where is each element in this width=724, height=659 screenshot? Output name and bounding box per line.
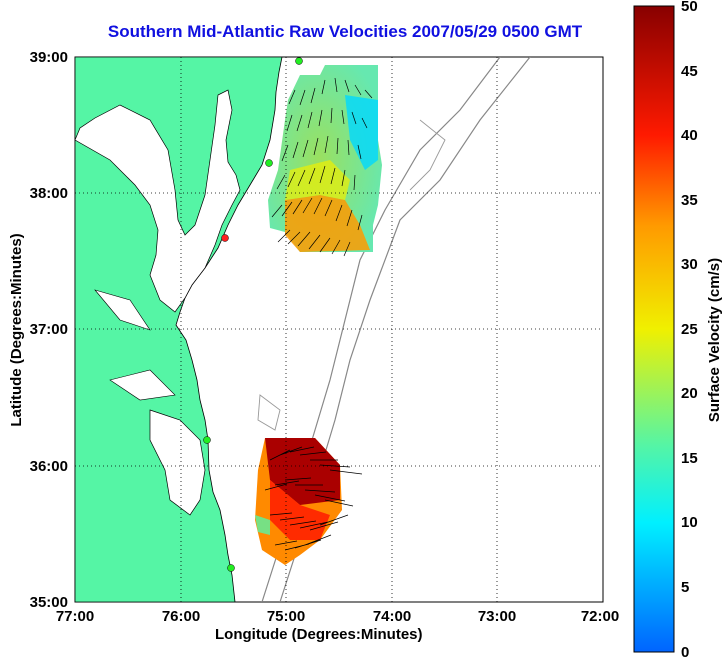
x-tick-labels: 77:00 76:00 75:00 74:00 73:00 72:00 bbox=[56, 608, 619, 625]
colorbar-tick-label: 5 bbox=[681, 579, 689, 596]
colorbar-ticks: 50 45 40 35 30 25 20 15 10 5 0 bbox=[681, 0, 698, 659]
colorbar-tick-label: 35 bbox=[681, 192, 698, 209]
x-tick-label: 76:00 bbox=[162, 608, 200, 625]
north-high-speed bbox=[285, 195, 370, 252]
colorbar-label: Surface Velocity (cm/s) bbox=[706, 257, 723, 423]
y-tick-label: 35:00 bbox=[30, 594, 68, 611]
x-tick-label: 72:00 bbox=[581, 608, 619, 625]
y-tick-label: 36:00 bbox=[30, 458, 68, 475]
y-axis-label: Latitude (Degrees:Minutes) bbox=[8, 233, 25, 427]
station-marker bbox=[221, 234, 229, 242]
colorbar-tick-label: 25 bbox=[681, 321, 698, 338]
colorbar-tick-label: 10 bbox=[681, 514, 698, 531]
y-tick-label: 39:00 bbox=[30, 49, 68, 66]
x-tick-label: 77:00 bbox=[56, 608, 94, 625]
bay-water bbox=[75, 89, 241, 313]
colorbar-tick-label: 15 bbox=[681, 450, 698, 467]
colorbar-tick-label: 50 bbox=[681, 0, 698, 15]
station-marker bbox=[265, 159, 273, 167]
x-tick-label: 75:00 bbox=[267, 608, 305, 625]
station-marker bbox=[203, 436, 211, 444]
colorbar-tick-label: 0 bbox=[681, 644, 689, 659]
station-marker bbox=[295, 57, 303, 65]
north-low-speed bbox=[345, 95, 378, 170]
map-title: Southern Mid-Atlantic Raw Velocities 200… bbox=[107, 22, 583, 41]
x-tick-label: 74:00 bbox=[373, 608, 411, 625]
velocity-arrows bbox=[264, 77, 373, 551]
y-tick-label: 38:00 bbox=[30, 185, 68, 202]
x-tick-label: 73:00 bbox=[478, 608, 516, 625]
colorbar bbox=[633, 5, 675, 653]
y-tick-labels: 39:00 38:00 37:00 36:00 35:00 bbox=[30, 49, 68, 611]
hf-radar-stations bbox=[203, 57, 303, 572]
grid-lines bbox=[75, 57, 603, 602]
colorbar-tick-label: 30 bbox=[681, 256, 698, 273]
y-tick-label: 37:00 bbox=[30, 321, 68, 338]
colorbar-tick-label: 20 bbox=[681, 385, 698, 402]
x-axis-label: Longitude (Degrees:Minutes) bbox=[215, 626, 423, 643]
colorbar-tick-label: 40 bbox=[681, 127, 698, 144]
station-marker bbox=[227, 564, 235, 572]
colorbar-tick-label: 45 bbox=[681, 63, 698, 80]
